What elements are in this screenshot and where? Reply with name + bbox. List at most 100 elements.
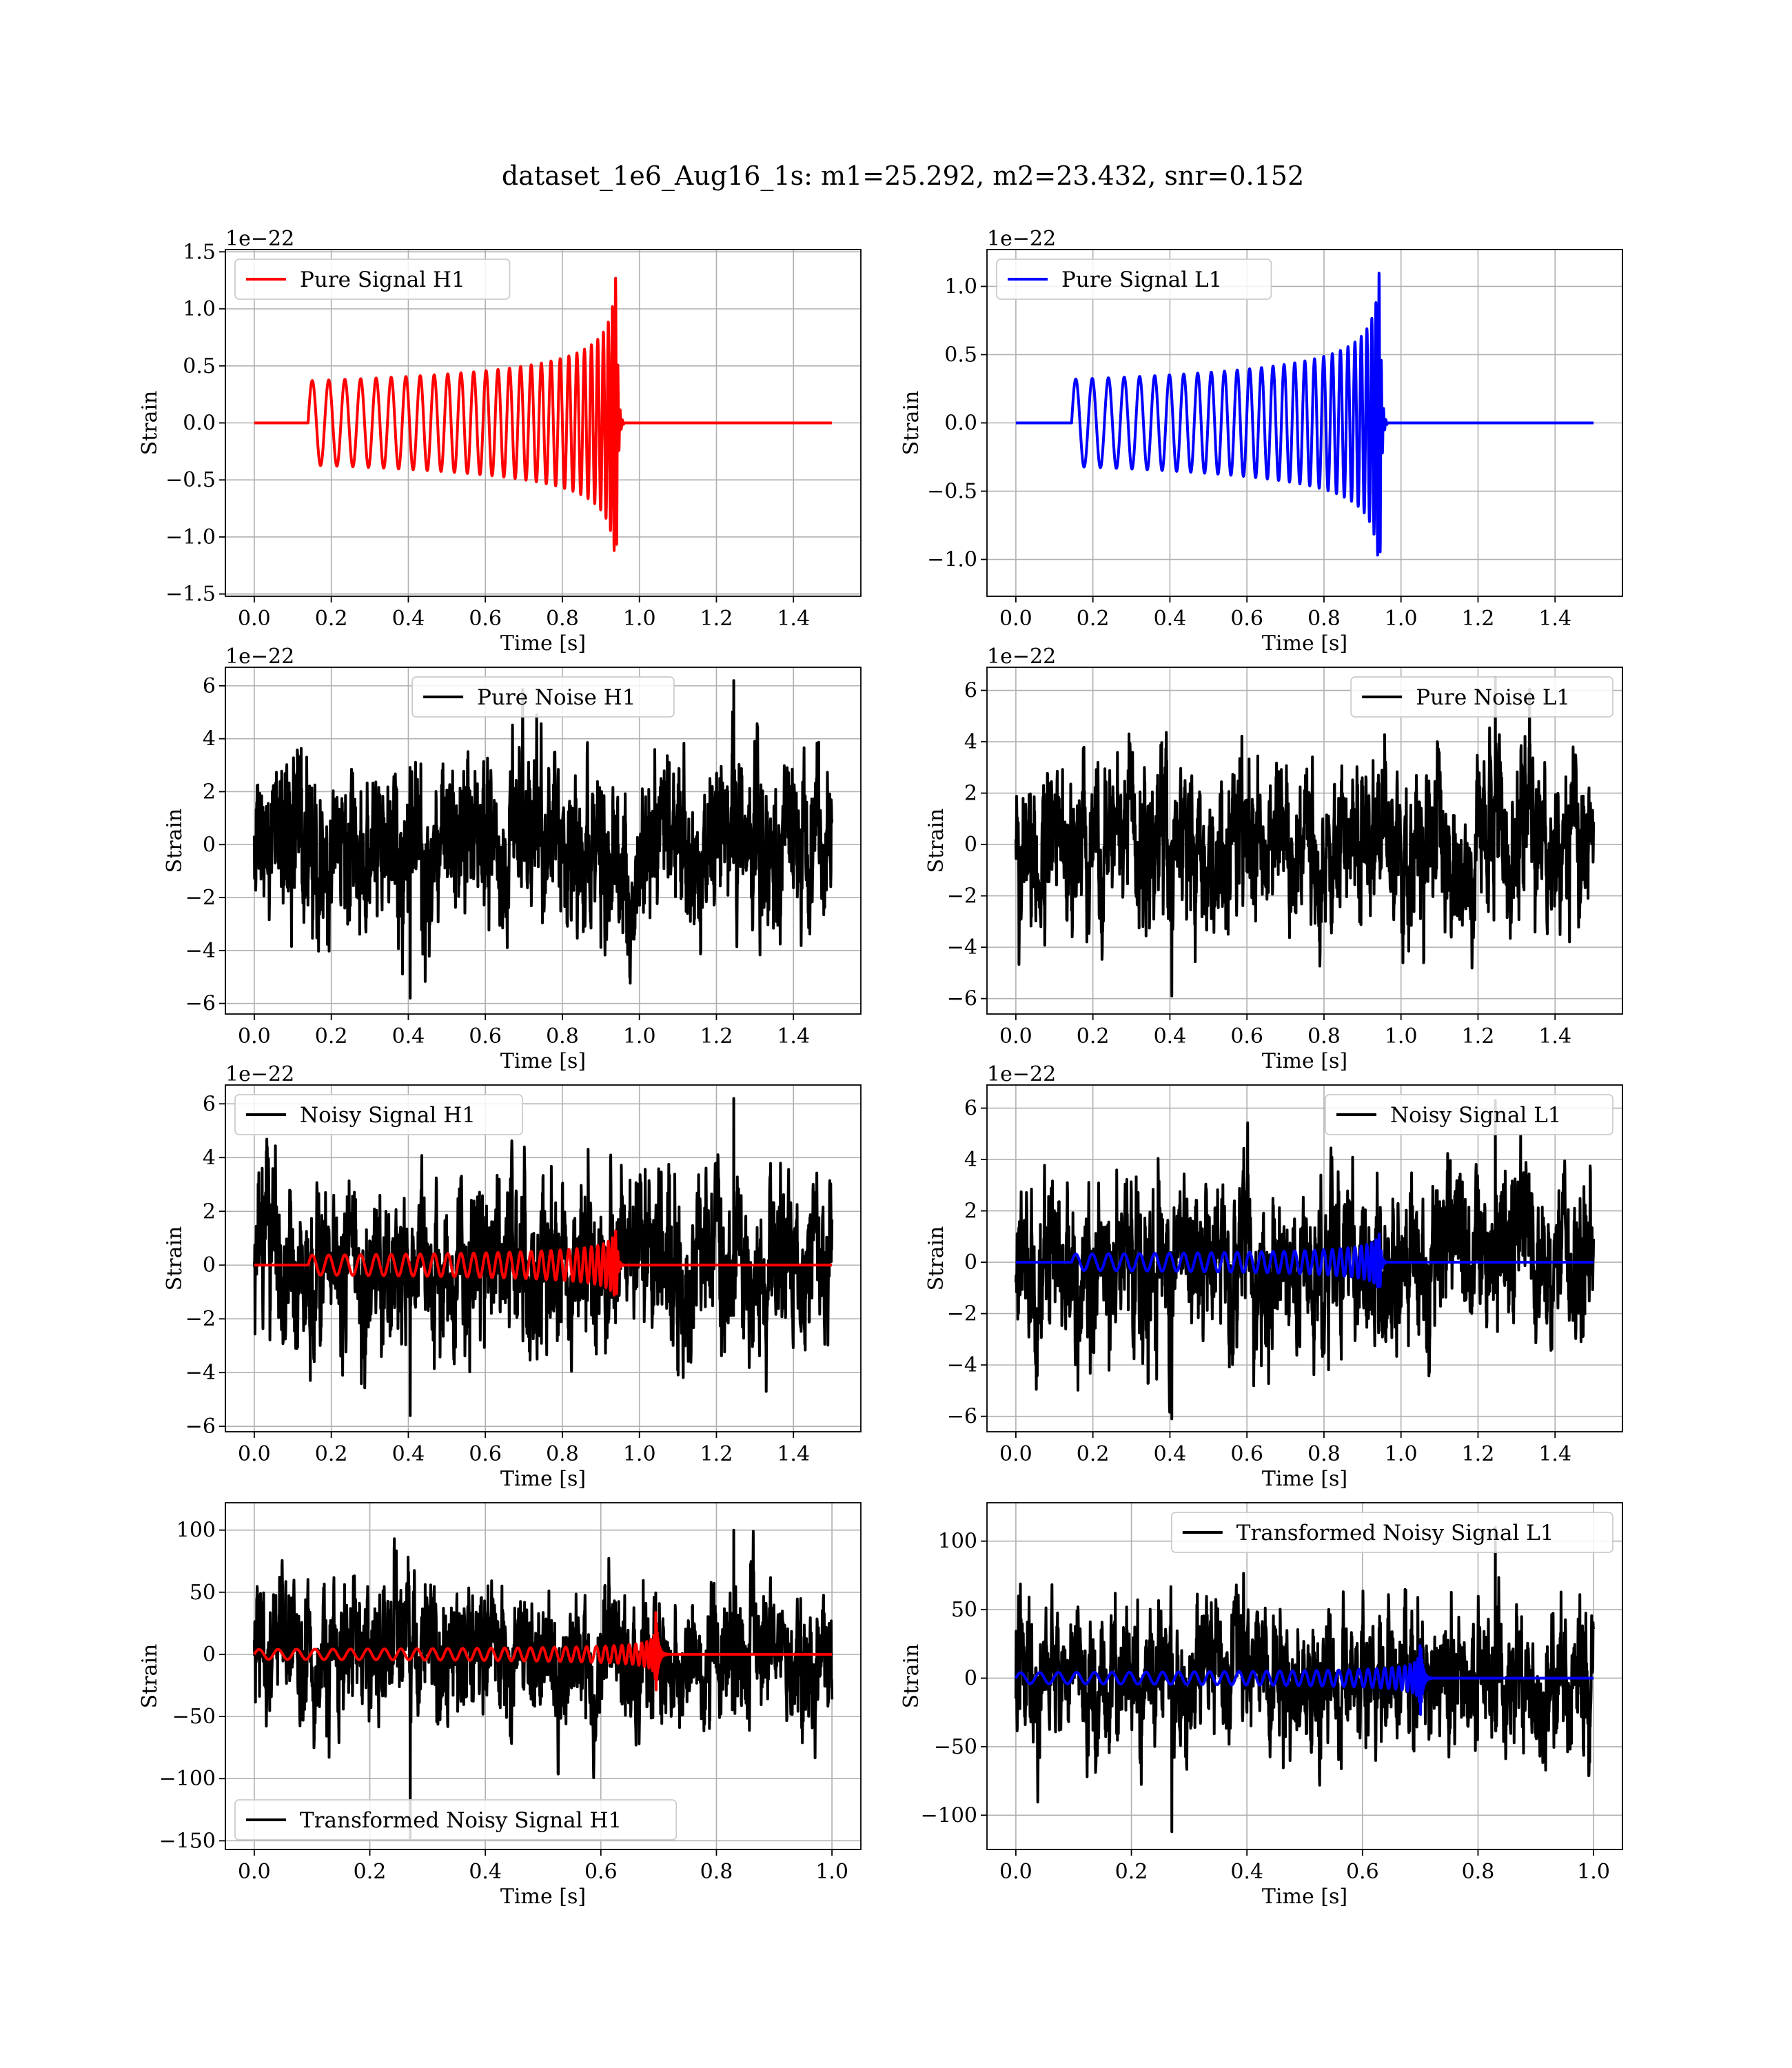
axis-offset-text: 1e−22 (225, 1062, 294, 1086)
x-tick-label: 0.0 (238, 1442, 271, 1466)
axis-ticks: 0.0 0.2 0.4 0.6 0.8 1.0 1.2 1.4 −6 −4 −2 0 2 4 6 (185, 674, 810, 1048)
legend-box (1325, 1094, 1613, 1135)
y-axis-label: Strain (899, 391, 924, 456)
legend-box (234, 258, 511, 300)
y-axis-label: Strain (138, 1644, 162, 1709)
y-tick-label: 2 (203, 780, 216, 804)
y-tick-label: 2 (964, 1199, 977, 1224)
x-tick-label: 1.2 (700, 1442, 733, 1466)
plot-frame (225, 1084, 862, 1432)
x-axis-label: Time [s] (1262, 1467, 1347, 1491)
series-group (252, 1097, 834, 1417)
x-axis-label: Time [s] (500, 1885, 586, 1909)
y-tick-label: 2 (203, 1199, 216, 1224)
signal-line (253, 276, 833, 552)
y-tick-label: 6 (203, 1092, 216, 1116)
x-tick-label: 1.4 (1538, 1024, 1571, 1048)
x-tick-label: 0.6 (1346, 1860, 1379, 1884)
series-group (1014, 676, 1596, 997)
x-tick-label: 0.2 (1077, 1442, 1110, 1466)
legend-box (1170, 1512, 1613, 1553)
x-tick-label: 0.0 (999, 1024, 1032, 1048)
y-tick-label: 1.0 (944, 274, 977, 298)
y-tick-label: −1.0 (165, 525, 216, 549)
x-tick-label: 0.0 (238, 1024, 271, 1048)
y-tick-label: 0 (964, 1666, 977, 1690)
y-tick-label: 100 (176, 1519, 216, 1543)
axis-ticks: 0.0 0.2 0.4 0.6 0.8 1.0 1.2 1.4 −1.5 −1.0 −0.5 0.0 0… (165, 240, 810, 631)
legend: Noisy Signal H1 (234, 1094, 523, 1135)
y-tick-label: 6 (964, 1097, 977, 1121)
legend-label: Pure Signal L1 (1061, 267, 1222, 292)
y-tick-label: 0 (964, 833, 977, 857)
y-tick-label: 4 (203, 1146, 216, 1170)
y-tick-label: −6 (947, 987, 977, 1011)
y-tick-label: 4 (203, 727, 216, 751)
y-tick-label: −0.5 (927, 480, 977, 504)
x-tick-label: 0.8 (1307, 607, 1341, 631)
x-tick-label: 0.0 (238, 1860, 271, 1884)
subplot-transformed-noisy-signal-h1: 0.0 0.2 0.4 0.6 0.8 1.0 −150 −100 −50 0 50 100 Time … (138, 1502, 862, 1909)
x-tick-label: 1.4 (1538, 607, 1571, 631)
x-tick-label: 1.0 (1385, 607, 1418, 631)
x-tick-label: 0.8 (546, 607, 579, 631)
legend-label: Noisy Signal H1 (300, 1103, 476, 1128)
y-tick-label: 0 (964, 1250, 977, 1275)
signal-line (253, 1611, 833, 1692)
signal-line (1015, 272, 1595, 557)
signal-line (1015, 1233, 1595, 1289)
x-tick-label: 0.2 (354, 1860, 387, 1884)
plot-frame (986, 667, 1623, 1015)
x-tick-label: 0.8 (546, 1442, 579, 1466)
series-group (1015, 272, 1595, 557)
x-tick-label: 1.0 (1385, 1442, 1418, 1466)
grid-lines (225, 250, 861, 596)
y-tick-label: 1.5 (183, 240, 216, 264)
x-tick-label: 1.2 (1462, 1442, 1495, 1466)
subplot-noisy-signal-h1: 0.0 0.2 0.4 0.6 0.8 1.0 1.2 1.4 −6 −4 −2 0 2 4 6 Time [… (163, 1062, 862, 1491)
axis-ticks: 0.0 0.2 0.4 0.6 0.8 1.0 1.2 1.4 −6 −4 −2 0 2 4 6 (947, 679, 1571, 1048)
y-tick-label: 4 (964, 1148, 977, 1172)
x-tick-label: 1.2 (1462, 1024, 1495, 1048)
legend: Transformed Noisy Signal H1 (234, 1799, 678, 1841)
y-tick-label: 0.5 (183, 354, 216, 378)
axis-offset-text: 1e−22 (987, 645, 1056, 669)
x-tick-label: 0.8 (1307, 1442, 1341, 1466)
axis-offset-text: 1e−22 (987, 227, 1056, 251)
x-tick-label: 1.2 (700, 607, 733, 631)
legend: Pure Noise H1 (411, 676, 675, 718)
x-tick-label: 0.2 (1077, 607, 1110, 631)
subplot-pure-noise-l1: 0.0 0.2 0.4 0.6 0.8 1.0 1.2 1.4 −6 −4 −2 0 2 4 6 Time [… (924, 645, 1623, 1073)
subplot-transformed-noisy-signal-l1: 0.0 0.2 0.4 0.6 0.8 1.0 −100 −50 0 50 100 Time [s] S… (899, 1502, 1623, 1909)
x-tick-label: 1.0 (1385, 1024, 1418, 1048)
y-tick-label: −6 (185, 992, 216, 1016)
axis-offset-text: 1e−22 (225, 227, 294, 251)
axis-ticks: 0.0 0.2 0.4 0.6 0.8 1.0 −100 −50 0 50 100 (921, 1530, 1610, 1884)
axis-ticks: 0.0 0.2 0.4 0.6 0.8 1.0 1.2 1.4 −6 −4 −2 0 2 4 6 (185, 1092, 810, 1466)
x-tick-label: 1.0 (1577, 1860, 1610, 1884)
y-tick-label: −0.5 (165, 468, 216, 492)
x-tick-label: 0.4 (392, 1024, 425, 1048)
subplot-noisy-signal-l1: 0.0 0.2 0.4 0.6 0.8 1.0 1.2 1.4 −6 −4 −2 0 2 4 6 Time [… (924, 1062, 1623, 1491)
series-group (1014, 1099, 1596, 1421)
axis-ticks: 0.0 0.2 0.4 0.6 0.8 1.0 −150 −100 −50 0 50 100 (159, 1519, 848, 1884)
noise-line (252, 679, 834, 1000)
y-tick-label: −4 (185, 939, 216, 963)
y-tick-label: −2 (947, 1302, 977, 1326)
axis-offset-text: 1e−22 (225, 645, 294, 669)
x-tick-label: 0.4 (1154, 607, 1187, 631)
y-tick-label: 6 (964, 679, 977, 703)
legend-label: Pure Noise L1 (1416, 685, 1570, 710)
legend: Noisy Signal L1 (1325, 1094, 1613, 1135)
x-tick-label: 0.6 (469, 607, 502, 631)
y-tick-label: −4 (947, 935, 977, 960)
legend: Pure Signal L1 (996, 258, 1272, 300)
x-tick-label: 0.4 (469, 1860, 502, 1884)
x-tick-label: 0.2 (315, 1024, 348, 1048)
y-tick-label: −6 (185, 1415, 216, 1439)
x-tick-label: 0.8 (1462, 1860, 1495, 1884)
x-tick-label: 0.0 (238, 607, 271, 631)
x-axis-label: Time [s] (500, 1467, 586, 1491)
y-axis-label: Strain (163, 1226, 187, 1291)
